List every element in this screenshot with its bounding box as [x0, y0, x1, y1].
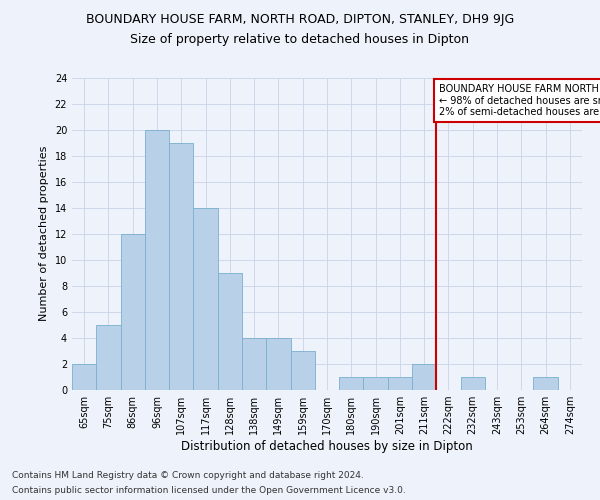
Text: Contains public sector information licensed under the Open Government Licence v3: Contains public sector information licen… [12, 486, 406, 495]
Bar [339, 377, 364, 390]
X-axis label: Distribution of detached houses by size in Dipton: Distribution of detached houses by size … [181, 440, 473, 453]
Text: BOUNDARY HOUSE FARM, NORTH ROAD, DIPTON, STANLEY, DH9 9JG: BOUNDARY HOUSE FARM, NORTH ROAD, DIPTON,… [86, 12, 514, 26]
Y-axis label: Number of detached properties: Number of detached properties [39, 146, 49, 322]
Bar [412, 364, 436, 390]
Bar [169, 142, 193, 390]
Bar [145, 130, 169, 390]
Bar [290, 351, 315, 390]
Bar [242, 338, 266, 390]
Bar [96, 325, 121, 390]
Text: BOUNDARY HOUSE FARM NORTH ROAD: 216sqm
← 98% of detached houses are smaller (96): BOUNDARY HOUSE FARM NORTH ROAD: 216sqm ←… [439, 84, 600, 117]
Bar [461, 377, 485, 390]
Bar [121, 234, 145, 390]
Bar [388, 377, 412, 390]
Bar [266, 338, 290, 390]
Bar [364, 377, 388, 390]
Bar [218, 273, 242, 390]
Bar [533, 377, 558, 390]
Text: Size of property relative to detached houses in Dipton: Size of property relative to detached ho… [131, 32, 470, 46]
Bar [193, 208, 218, 390]
Text: Contains HM Land Registry data © Crown copyright and database right 2024.: Contains HM Land Registry data © Crown c… [12, 471, 364, 480]
Bar [72, 364, 96, 390]
